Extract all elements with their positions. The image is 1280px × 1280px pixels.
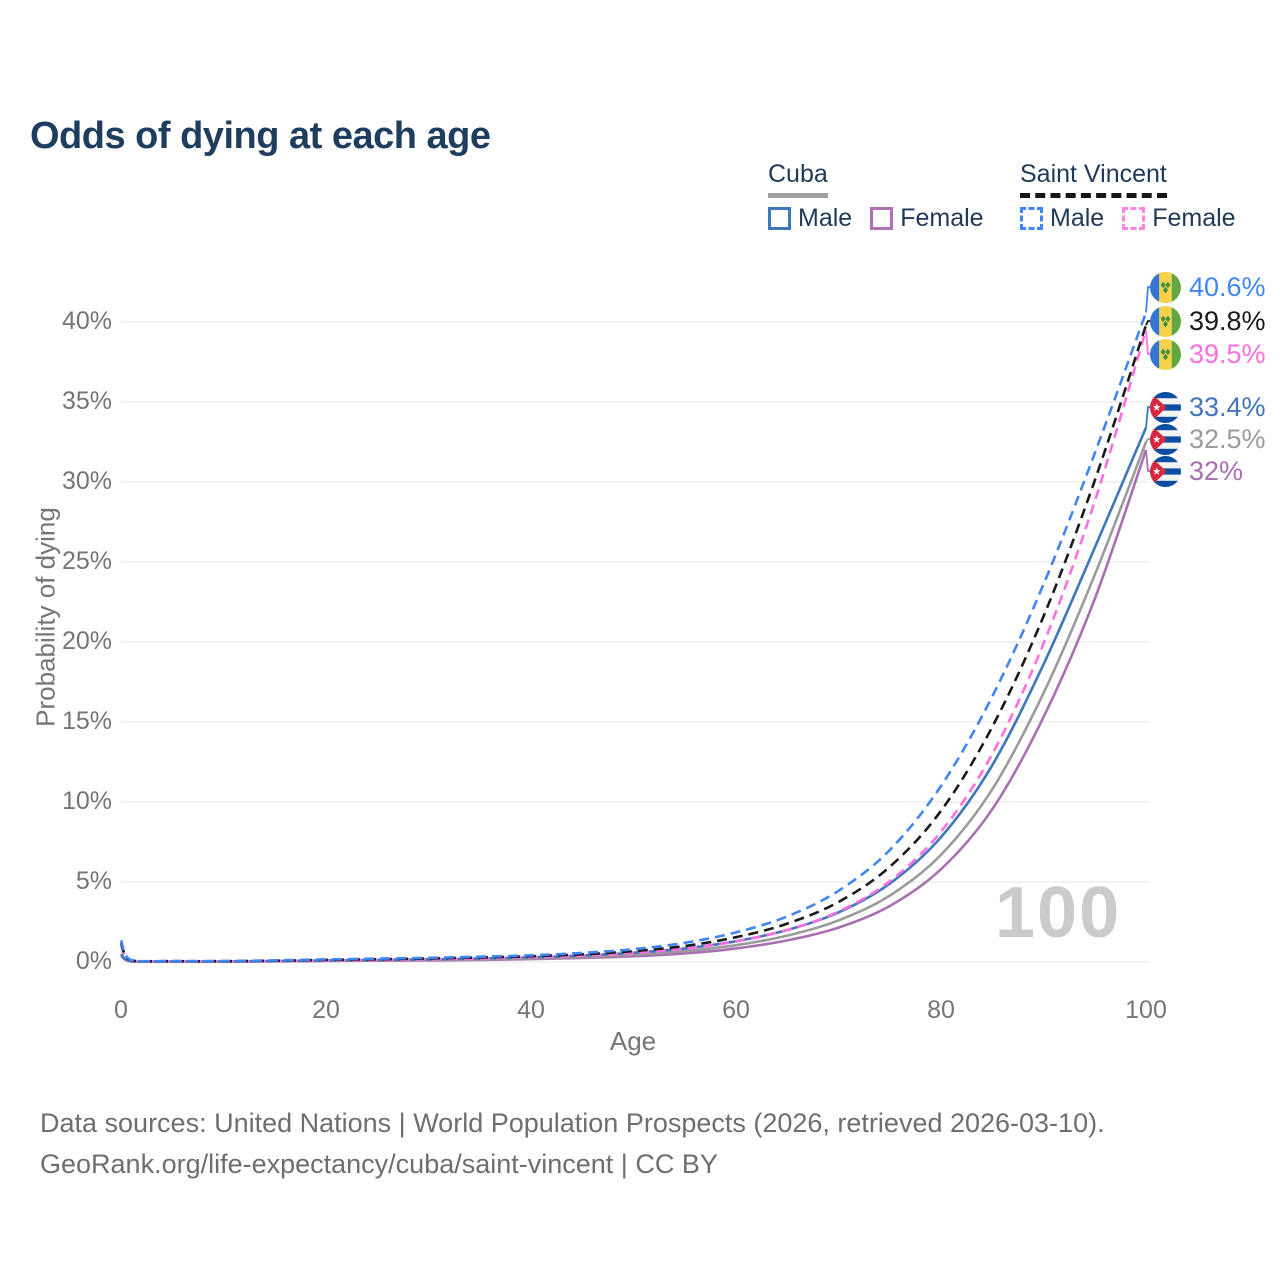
x-axis-label: Age bbox=[609, 1026, 657, 1056]
y-axis-label: Probability of dying bbox=[30, 507, 61, 727]
series-line-cuba-female bbox=[120, 449, 1148, 964]
y-tick-label: 15% bbox=[61, 707, 112, 735]
series-end-label-sv-female: 39.5% bbox=[1150, 338, 1266, 370]
saint-vincent-flag-icon bbox=[1150, 338, 1181, 370]
series-end-label-cuba-female: 32% bbox=[1150, 455, 1243, 487]
y-tick-label: 40% bbox=[61, 307, 112, 335]
data-sources-text: Data sources: United Nations | World Pop… bbox=[40, 1108, 1105, 1138]
y-tick-label: 0% bbox=[75, 947, 112, 975]
y-tick-label: 30% bbox=[61, 467, 112, 495]
legend-item-sv-female[interactable]: Female bbox=[1122, 204, 1236, 233]
end-value: 32.5% bbox=[1189, 423, 1266, 454]
y-tick-label: 5% bbox=[75, 867, 112, 895]
y-tick-label: 35% bbox=[61, 387, 112, 415]
x-tick-label: 20 bbox=[312, 996, 340, 1024]
cuba-flag-icon bbox=[1150, 423, 1181, 455]
sv-female-swatch-icon bbox=[1122, 207, 1146, 230]
sv-male-swatch-icon bbox=[1020, 207, 1043, 230]
end-value: 39.5% bbox=[1189, 338, 1266, 369]
series-end-label-sv-male: 40.6% bbox=[1150, 271, 1266, 303]
y-tick-label: 25% bbox=[61, 547, 112, 575]
series-end-label-cuba-all: 32.5% bbox=[1150, 423, 1266, 455]
page-title: Odds of dying at each age bbox=[30, 115, 491, 158]
saint-vincent-flag-icon bbox=[1150, 305, 1181, 337]
legend-item-cuba-male[interactable]: Male bbox=[768, 204, 852, 233]
x-tick-label: 100 bbox=[1125, 996, 1167, 1024]
cuba-flag-icon bbox=[1150, 455, 1181, 487]
cuba-flag-icon bbox=[1150, 391, 1181, 423]
cuba-female-swatch-icon bbox=[870, 207, 894, 230]
y-tick-label: 10% bbox=[61, 787, 112, 815]
series-line-saint-vincent-all bbox=[119, 324, 1148, 963]
series-line-cuba-all bbox=[120, 441, 1148, 964]
end-value: 40.6% bbox=[1189, 271, 1266, 302]
legend-country-saint-vincent[interactable]: Saint Vincent bbox=[1020, 160, 1167, 198]
legend-item-cuba-female[interactable]: Female bbox=[870, 204, 984, 233]
saint-vincent-flag-icon bbox=[1150, 271, 1181, 303]
series-end-label-sv-all: 39.8% bbox=[1150, 305, 1266, 337]
x-tick-label: 0 bbox=[114, 996, 128, 1024]
x-tick-label: 80 bbox=[927, 996, 955, 1024]
series-line-saint-vincent-female bbox=[119, 329, 1148, 963]
legend-item-sv-male[interactable]: Male bbox=[1020, 204, 1104, 233]
end-value: 32% bbox=[1189, 455, 1244, 486]
cuba-male-swatch-icon bbox=[768, 207, 791, 230]
x-tick-label: 40 bbox=[517, 996, 545, 1024]
legend-group-saint-vincent: Saint Vincent Male Female bbox=[1020, 160, 1236, 232]
age-watermark: 100 bbox=[995, 873, 1122, 953]
series-line-saint-vincent-male bbox=[119, 311, 1148, 963]
legend-country-cuba[interactable]: Cuba bbox=[768, 160, 828, 198]
mortality-line-chart[interactable] bbox=[0, 0, 1280, 1080]
x-tick-label: 60 bbox=[722, 996, 750, 1024]
y-tick-label: 20% bbox=[61, 627, 112, 655]
series-end-label-cuba-male: 33.4% bbox=[1150, 391, 1266, 423]
attribution-text: GeoRank.org/life-expectancy/cuba/saint-v… bbox=[40, 1149, 718, 1179]
end-value: 33.4% bbox=[1189, 391, 1266, 422]
legend-group-cuba: Cuba Male Female bbox=[768, 160, 984, 232]
end-value: 39.8% bbox=[1189, 305, 1266, 336]
